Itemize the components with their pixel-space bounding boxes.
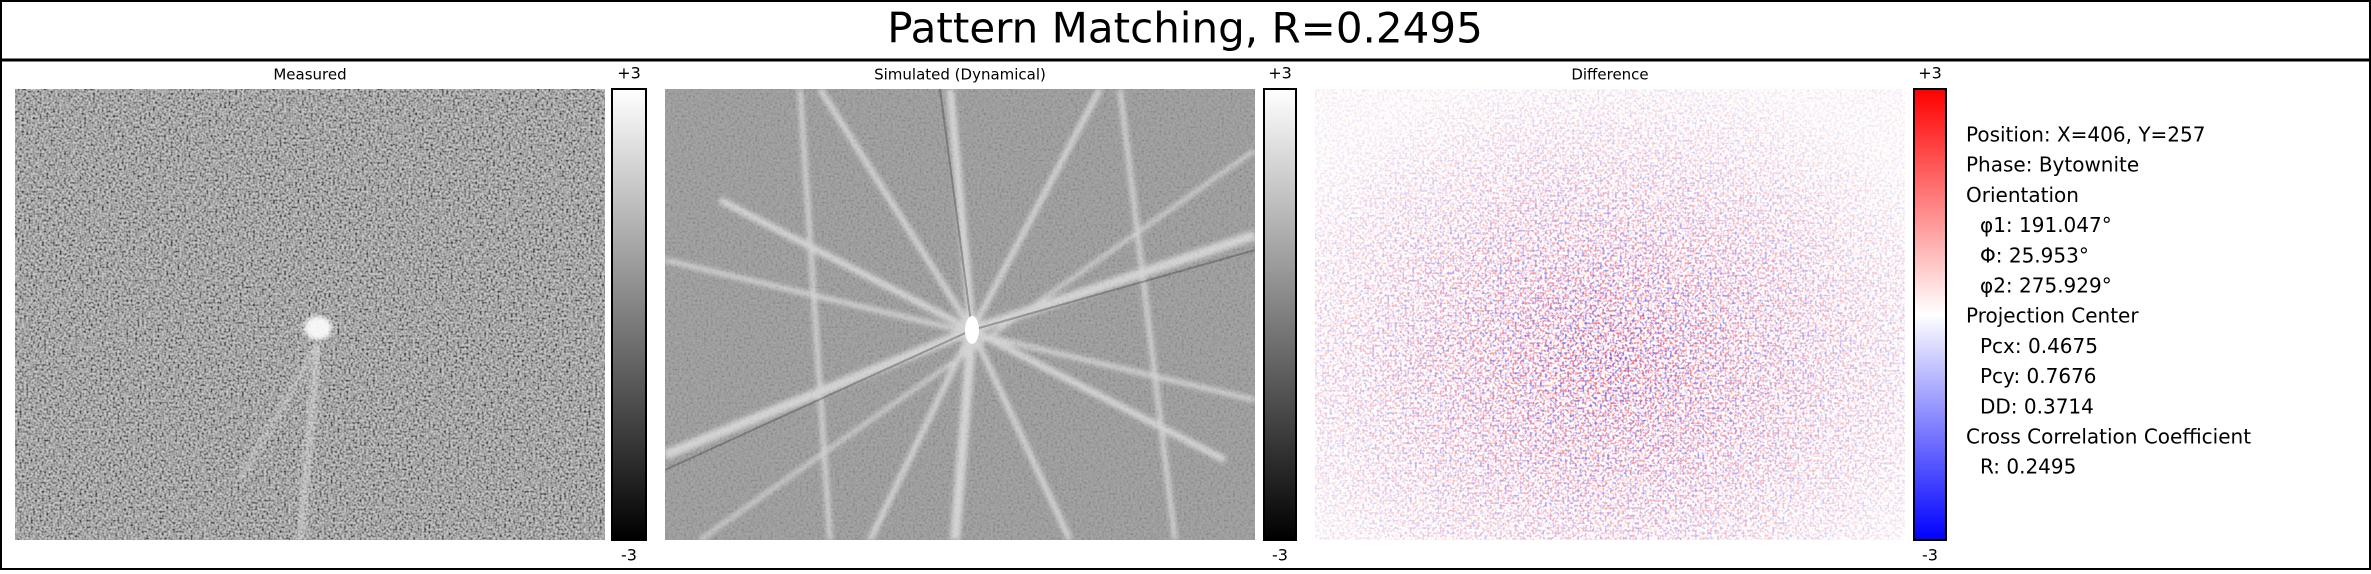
colorbar [1913, 88, 1947, 541]
panel-label: Measured [273, 66, 346, 84]
colorbar-max-label: +3 [1918, 64, 1942, 83]
measured-image [15, 89, 605, 541]
colorbar-min-label: -3 [1922, 546, 1938, 565]
info-item: R: 0.2495 [1980, 455, 2076, 479]
info-item: Pcx: 0.4675 [1980, 334, 2098, 358]
colorbar-min-label: -3 [621, 546, 637, 565]
info-heading: Orientation [1966, 183, 2079, 207]
info-item: Φ: 25.953° [1980, 243, 2089, 267]
panel-label: Simulated (Dynamical) [874, 66, 1046, 84]
window-title: Pattern Matching, R=0.2495 [887, 4, 1483, 53]
info-item: φ2: 275.929° [1980, 274, 2112, 298]
info-position: Position: X=406, Y=257 [1966, 123, 2205, 147]
panel-label: Difference [1571, 66, 1648, 84]
info-item: Pcy: 0.7676 [1980, 364, 2097, 388]
simulated-image [665, 89, 1255, 540]
colorbar-max-label: +3 [617, 64, 641, 83]
info-heading: Cross Correlation Coefficient [1966, 425, 2251, 449]
colorbar-min-label: -3 [1272, 546, 1288, 565]
info-item: φ1: 191.047° [1980, 213, 2112, 237]
info-item: DD: 0.3714 [1980, 394, 2094, 418]
colorbar-max-label: +3 [1268, 64, 1292, 83]
colorbar [1263, 88, 1297, 541]
info-heading: Projection Center [1966, 304, 2139, 328]
difference-image [1315, 89, 1905, 540]
colorbar [611, 88, 647, 541]
info-phase: Phase: Bytownite [1966, 153, 2139, 177]
